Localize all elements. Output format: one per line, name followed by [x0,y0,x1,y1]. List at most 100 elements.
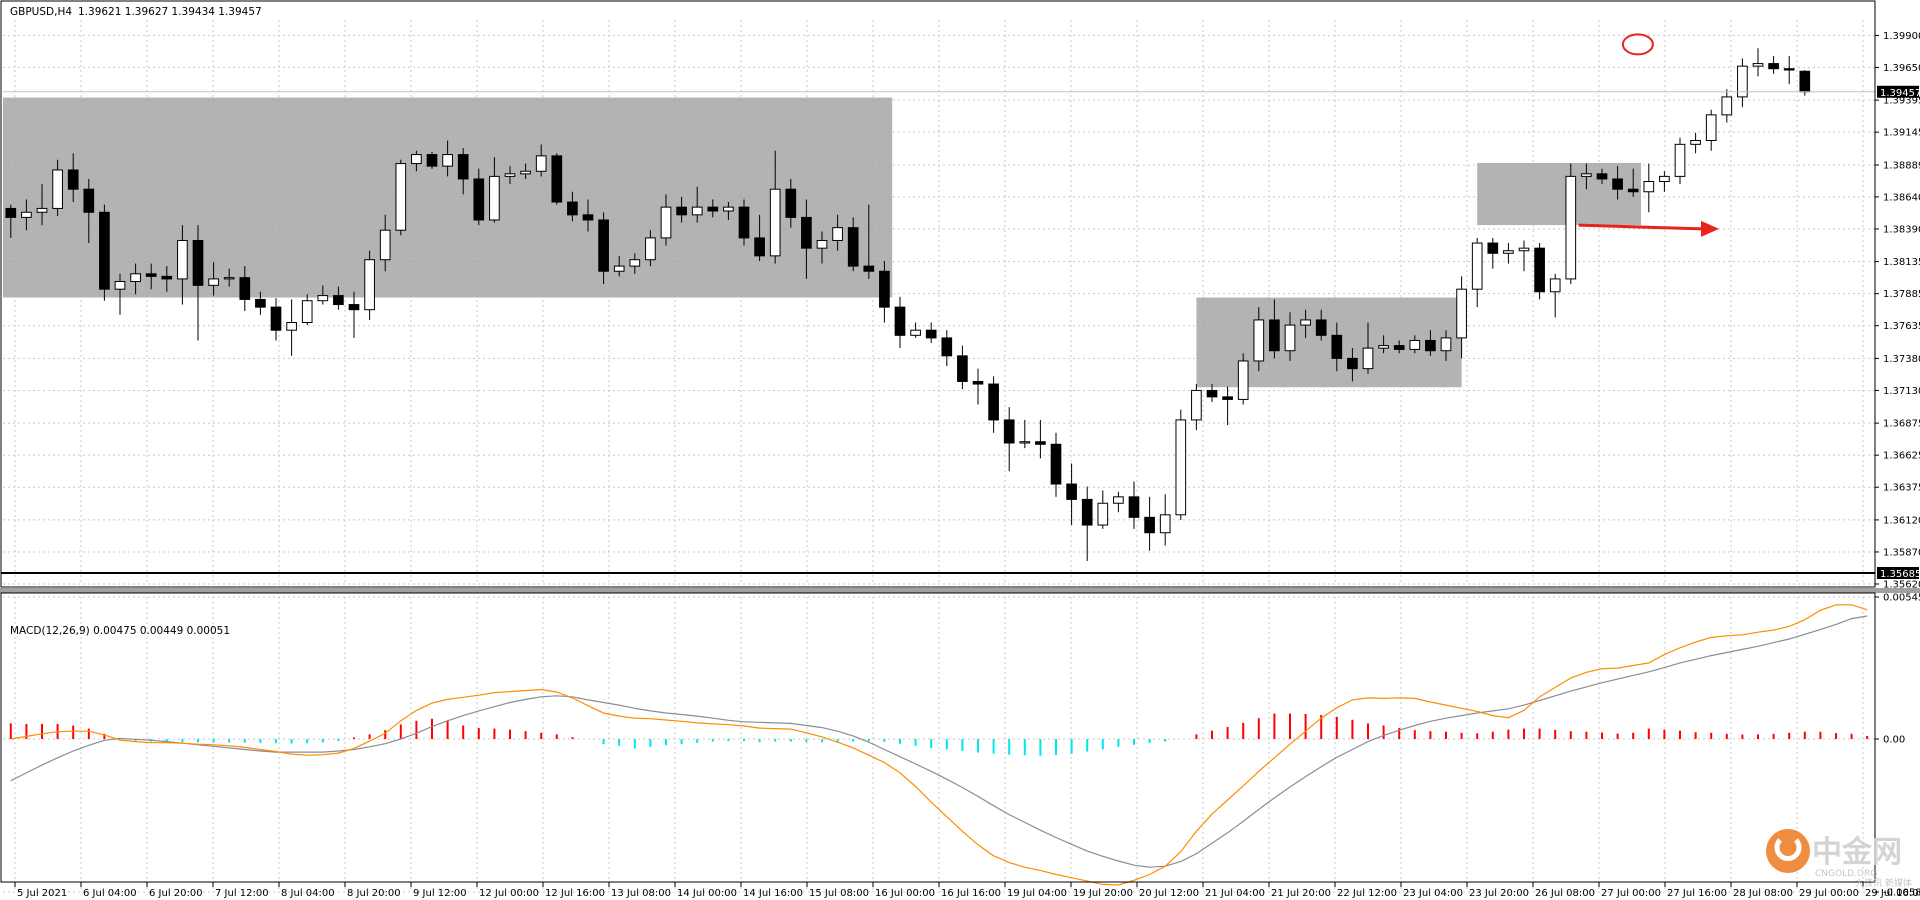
candle-body [863,265,875,272]
candle-body [957,355,968,382]
time-tick-label: 27 Jul 00:00 [1601,888,1661,899]
candle-body [567,201,578,216]
candle-body [348,304,360,311]
macd-histogram [9,713,1869,756]
candle [130,263,141,295]
candle-body [894,306,906,336]
candle-body [1627,188,1639,193]
candle [613,255,625,277]
candle [348,291,360,338]
current-price-label: 1.39457 [1880,88,1920,99]
candle-body [1721,96,1733,116]
candle [270,298,282,341]
candle [1284,312,1296,361]
candle [67,153,79,203]
candle-body [270,306,282,331]
candle-body [645,237,656,261]
candle-body [333,295,344,306]
candle [99,204,110,301]
candle [1705,109,1717,151]
candle [910,322,921,338]
price-tick-label: 1.39395 [1883,96,1920,107]
time-tick-label: 9 Jul 12:00 [413,888,467,899]
time-tick-label: 23 Jul 20:00 [1469,888,1529,899]
candle [676,196,687,223]
candle-body [1783,68,1795,71]
time-tick-label: 21 Jul 20:00 [1271,888,1331,899]
watermark-tagline: 大资讯 新媒体 [1855,877,1912,889]
candle-body [473,178,485,221]
candle [567,191,578,222]
candle-body [1643,181,1655,193]
macd-tick-label: 0.00545 [1883,593,1920,604]
support-resistance-zones [3,97,1641,388]
candle-body [1159,514,1171,534]
candle-body [769,188,781,257]
candle-body [99,211,110,290]
candle-body [1237,360,1249,400]
candle [785,178,797,228]
panel-separator [0,588,1920,593]
candle-body [1035,441,1046,445]
candle-body [1066,483,1077,500]
price-tick-label: 1.38889 [1883,160,1920,171]
candle-body [988,383,999,421]
candle-body [161,275,173,280]
watermark-logo-mark-icon [1774,838,1802,861]
price-tick-label: 1.35620 [1883,580,1920,591]
time-tick-label: 19 Jul 20:00 [1073,888,1133,899]
time-tick-label: 16 Jul 00:00 [875,888,935,899]
candle [1534,243,1545,300]
annotations [3,33,1875,237]
candle [925,322,937,344]
candle-body [5,207,17,218]
candle-body [1019,441,1031,444]
time-tick-label: 14 Jul 00:00 [677,888,737,899]
candle [816,231,828,264]
candle-body [1003,419,1015,444]
candle [629,253,641,274]
candle [1081,486,1093,561]
time-tick-label: 29 Jul 16:00 [1865,888,1920,899]
candle-body [1690,139,1701,145]
candle-body [1752,63,1764,67]
candle [1269,299,1280,359]
gray-zone [1477,162,1641,226]
candle-body [379,229,391,261]
candle-body [208,278,219,286]
candle [1191,384,1202,431]
arrow-head-icon [1701,220,1719,237]
watermark: 中金网 CNGOLD.ORG 大资讯 新媒体 [1766,829,1912,889]
time-tick-label: 12 Jul 00:00 [479,888,539,899]
candle-body [1284,324,1296,352]
candle [645,230,656,267]
watermark-logo-icon [1766,829,1810,873]
candle [1144,496,1155,551]
time-tick-label: 5 Jul 2021 [17,888,67,899]
candle [1627,168,1639,197]
candle-body [1081,498,1093,526]
candle [1596,168,1608,185]
candle-body [598,219,609,272]
time-tick-label: 8 Jul 20:00 [347,888,401,899]
candle [1066,463,1077,526]
candle [1425,330,1436,356]
candle-body [925,329,937,339]
time-tick-label: 28 Jul 08:00 [1733,888,1793,899]
candle [551,153,563,205]
candle-body [395,163,407,231]
low-price-label: 1.35685 [1880,569,1920,580]
time-tick-label: 23 Jul 04:00 [1403,888,1463,899]
candle-body [177,239,188,280]
candle [1456,276,1467,359]
candle [1128,481,1140,529]
candle [1378,335,1389,354]
candle-body [457,154,469,180]
gray-zone [3,97,893,298]
candle [1331,322,1343,372]
candle-body [286,322,297,331]
candle-body [1596,173,1608,180]
candle [411,150,422,172]
candle [1518,240,1530,272]
macd-lines [10,604,1868,886]
